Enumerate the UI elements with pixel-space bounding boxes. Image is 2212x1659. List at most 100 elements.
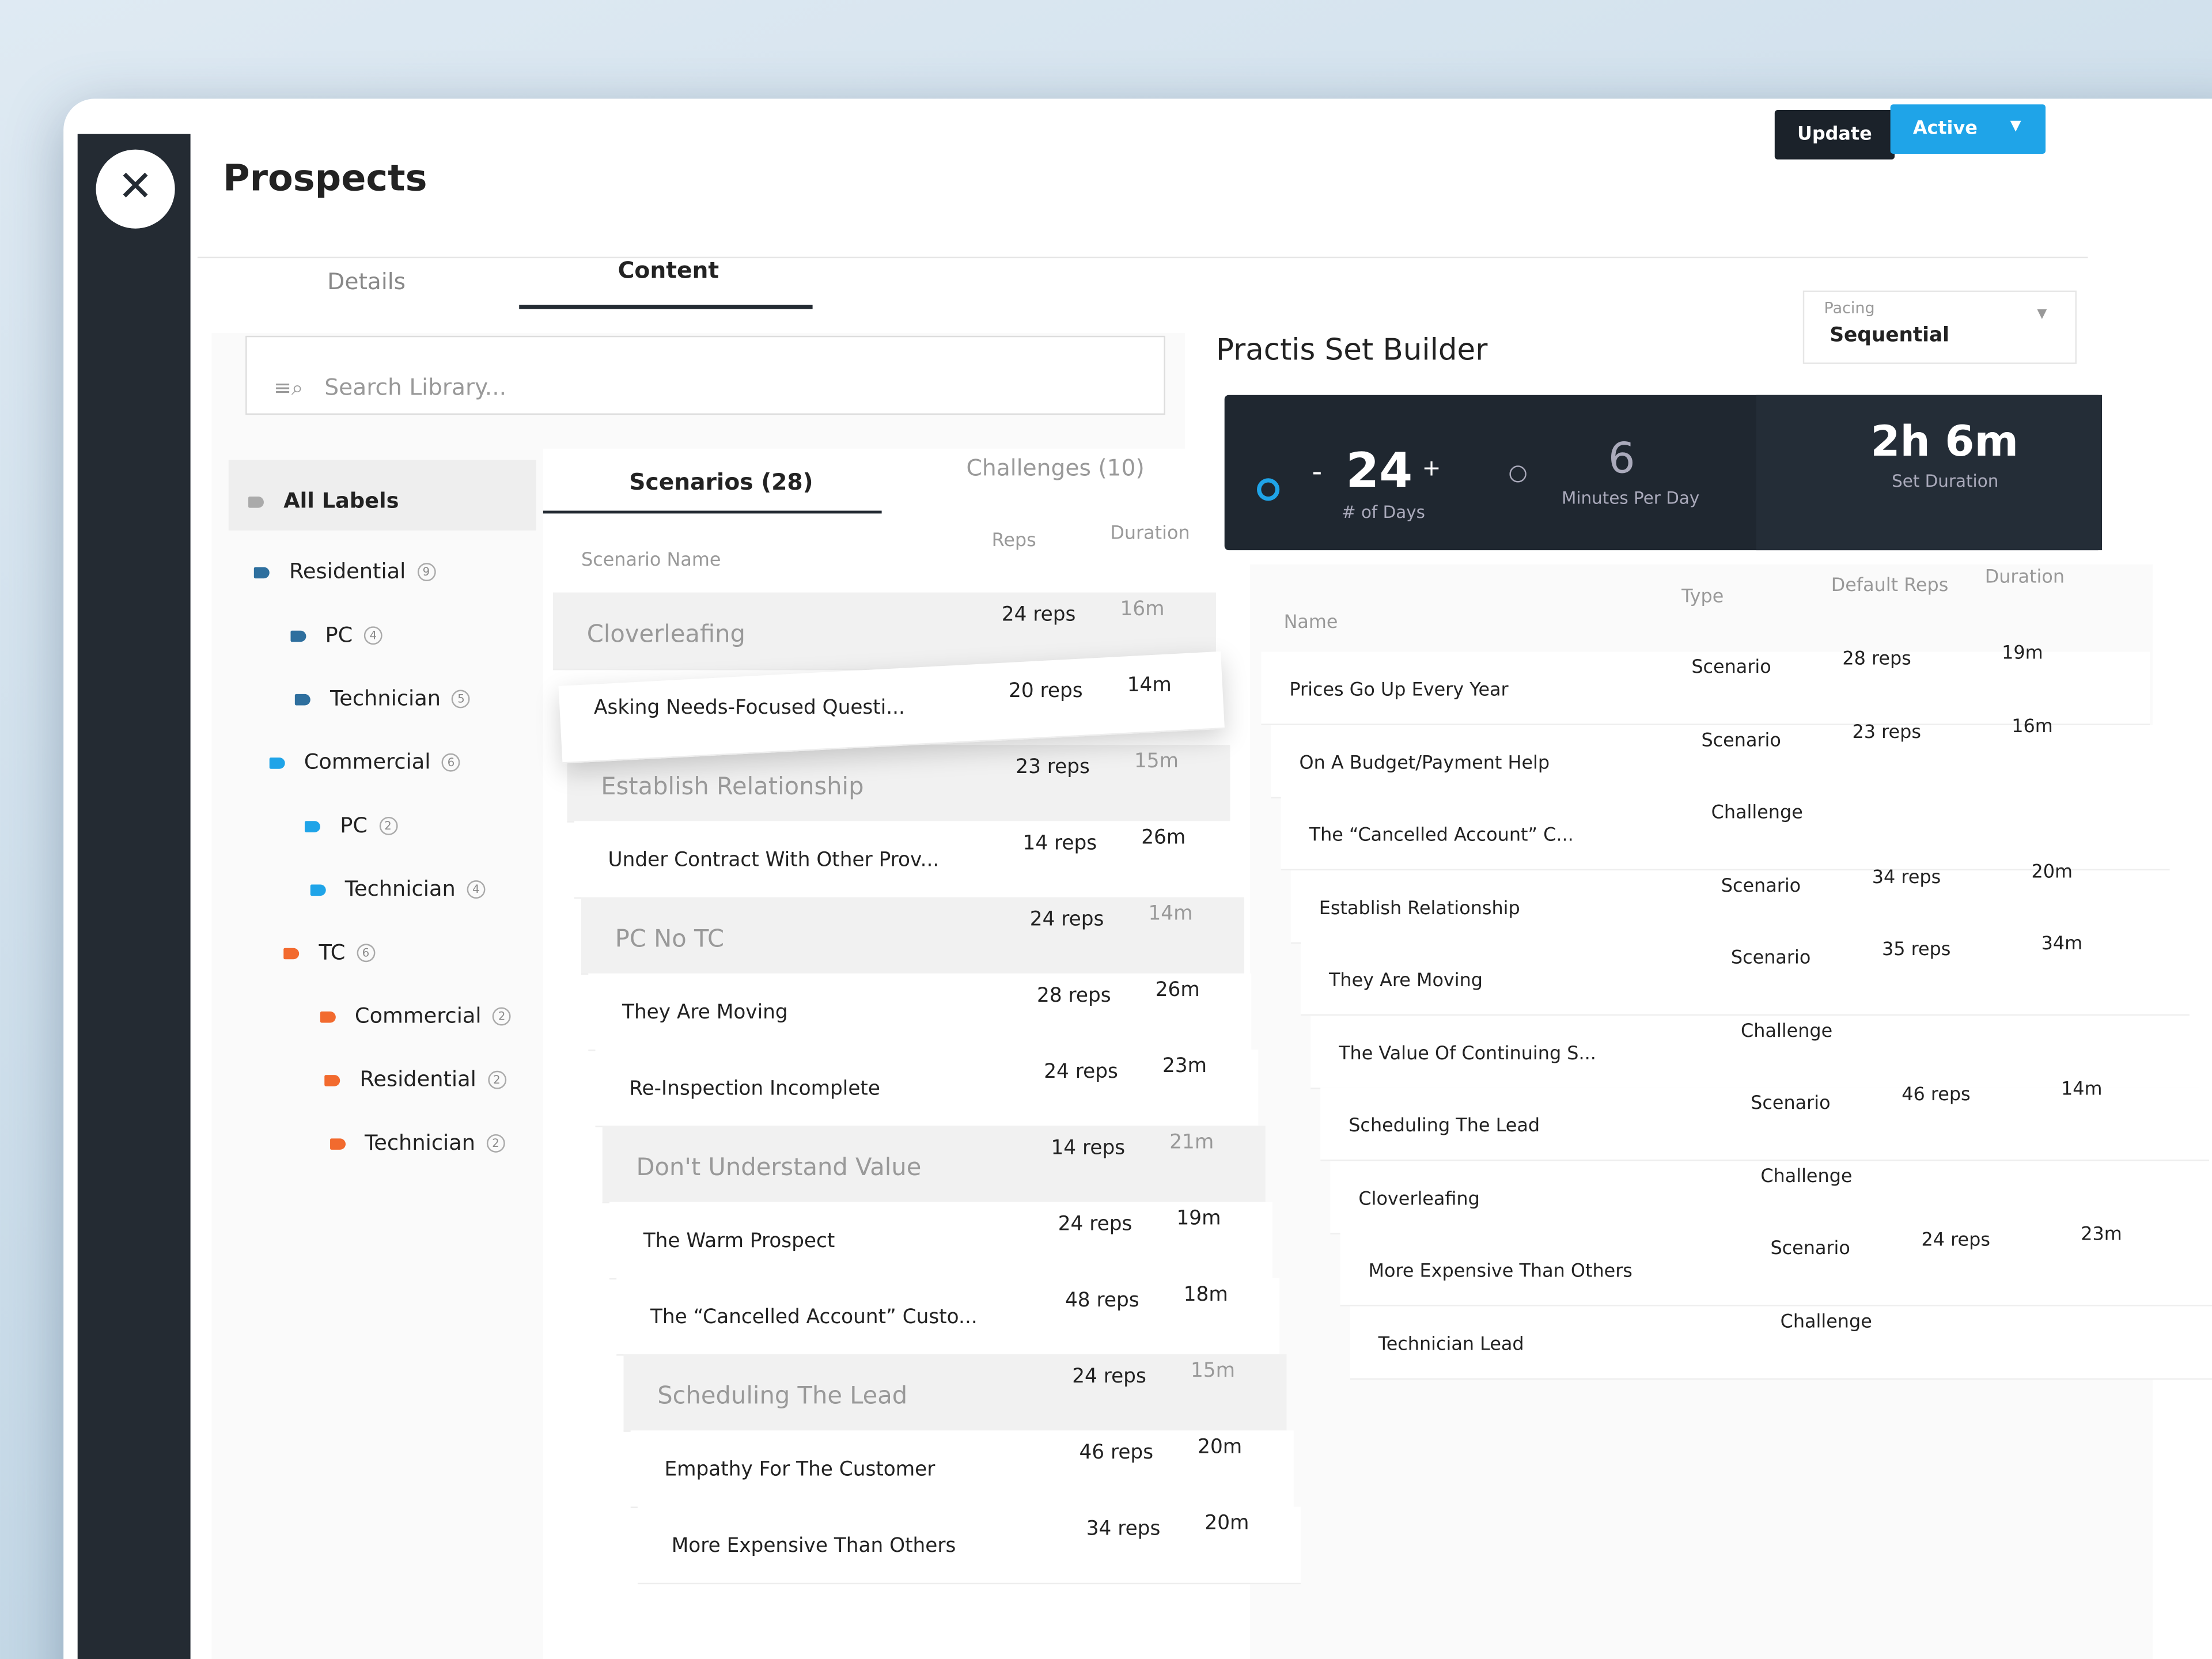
row-name: The Warm Prospect — [643, 1230, 835, 1253]
set-row — [1310, 1015, 2199, 1089]
set-name: The “Cancelled Account” C... — [1309, 825, 1574, 847]
label-count: 4 — [467, 880, 486, 899]
library-row[interactable] — [630, 1430, 1294, 1508]
row-reps: 28 reps — [1037, 984, 1111, 1007]
label-count: 2 — [378, 816, 397, 835]
row-reps: 24 reps — [1058, 1213, 1132, 1236]
close-button[interactable]: ✕ — [96, 149, 175, 229]
row-reps: 24 reps — [1044, 1060, 1118, 1084]
column-header: Duration — [1984, 567, 2065, 589]
set-row — [1290, 869, 2180, 944]
label-item[interactable]: Residential 9 — [253, 558, 435, 584]
label-count: 2 — [487, 1070, 506, 1089]
pacing-select[interactable] — [1802, 290, 2077, 364]
days-value: 24 — [1346, 442, 1413, 499]
row-name: They Are Moving — [622, 1001, 788, 1024]
label-item[interactable]: PC 2 — [304, 812, 397, 838]
radio-selected[interactable] — [1257, 478, 1280, 501]
duration-panel — [1756, 395, 2102, 551]
row-duration: 15m — [1134, 750, 1179, 774]
label-tag — [309, 884, 325, 896]
label-name: Residential — [289, 558, 406, 584]
increment[interactable]: + — [1422, 454, 1441, 482]
row-duration: 20m — [1205, 1512, 1249, 1535]
label-name: PC — [340, 812, 368, 838]
label-tag — [304, 821, 320, 832]
label-item[interactable]: Commercial 2 — [319, 1003, 512, 1029]
update-button[interactable]: Update — [1774, 110, 1895, 160]
set-type: Challenge — [1780, 1311, 1872, 1333]
label-tag — [329, 1138, 345, 1150]
decrement[interactable]: - — [1312, 454, 1323, 488]
tab-active[interactable]: Content — [618, 256, 719, 284]
label-count: 4 — [363, 626, 382, 645]
library-tab-underline — [543, 510, 882, 514]
pacing-value: Sequential — [1830, 324, 1949, 347]
column-header: Default Reps — [1831, 575, 1949, 597]
row-reps: 48 reps — [1065, 1289, 1139, 1312]
label-count: 6 — [357, 944, 375, 963]
row-duration: 18m — [1183, 1283, 1228, 1306]
label-item[interactable]: Commercial 6 — [268, 749, 460, 775]
library-row[interactable] — [588, 973, 1252, 1051]
label-name: Commercial — [304, 749, 431, 775]
library-row[interactable] — [567, 745, 1230, 823]
label-item[interactable]: Residential 2 — [324, 1066, 506, 1092]
label-name: Residential — [359, 1066, 476, 1092]
minutes-label: Minutes Per Day — [1562, 488, 1700, 508]
minutes-value: 6 — [1608, 434, 1635, 484]
label-name: TC — [319, 940, 346, 965]
label-tag — [324, 1075, 340, 1086]
library-row[interactable] — [623, 1354, 1287, 1432]
row-reps: 20 reps — [1009, 680, 1083, 703]
row-name: Under Contract With Other Prov... — [608, 849, 940, 872]
search-box[interactable] — [245, 335, 1165, 415]
row-duration: 16m — [1120, 598, 1165, 621]
row-duration: 26m — [1155, 979, 1200, 1002]
tab-underline — [519, 304, 813, 309]
set-name: On A Budget/Payment Help — [1299, 752, 1550, 774]
set-type: Scenario — [1730, 948, 1811, 969]
row-name: PC No TC — [615, 925, 725, 954]
label-item[interactable]: Technician 4 — [309, 876, 486, 902]
label-name: Technician — [330, 685, 441, 711]
all-labels[interactable]: All Labels — [248, 488, 399, 513]
row-name: Empathy For The Customer — [664, 1459, 935, 1482]
label-count: 5 — [452, 690, 471, 709]
row-name: More Expensive Than Others — [671, 1535, 956, 1558]
row-name: Asking Needs-Focused Questi... — [594, 696, 905, 719]
set-type: Scenario — [1721, 875, 1801, 897]
label-name: Commercial — [354, 1003, 482, 1029]
label-tag — [253, 567, 270, 579]
label-name: PC — [325, 622, 353, 648]
label-item[interactable]: TC 6 — [283, 940, 375, 965]
library-row[interactable] — [616, 1278, 1280, 1356]
library-row[interactable] — [574, 821, 1237, 899]
label-item[interactable]: Technician 2 — [329, 1130, 505, 1156]
library-row[interactable] — [602, 1126, 1266, 1203]
row-duration: 15m — [1190, 1359, 1235, 1383]
set-type: Scenario — [1701, 730, 1781, 752]
column-header: Name — [1283, 612, 1338, 634]
row-name: Re-Inspection Incomplete — [629, 1078, 880, 1101]
active-button[interactable]: Active — [1890, 104, 2046, 154]
set-row — [1330, 1160, 2212, 1234]
pacing-label: Pacing — [1824, 299, 1875, 318]
row-reps: 24 reps — [1029, 908, 1104, 931]
set-row — [1271, 724, 2160, 798]
set-row — [1350, 1305, 2212, 1379]
library-tab[interactable]: Challenges (10) — [966, 454, 1145, 482]
radio[interactable] — [1509, 465, 1527, 483]
set-type: Scenario — [1770, 1238, 1850, 1260]
label-item[interactable]: PC 4 — [290, 622, 382, 647]
label-tag — [283, 948, 300, 960]
row-reps: 46 reps — [1079, 1441, 1154, 1465]
library-tab-active[interactable]: Scenarios (28) — [629, 468, 813, 495]
label-item[interactable]: Technician 5 — [294, 685, 471, 711]
row-name: The “Cancelled Account” Custo... — [650, 1306, 978, 1329]
label-count: 2 — [493, 1007, 512, 1026]
library-row[interactable] — [637, 1506, 1301, 1585]
tab[interactable]: Details — [327, 268, 406, 295]
